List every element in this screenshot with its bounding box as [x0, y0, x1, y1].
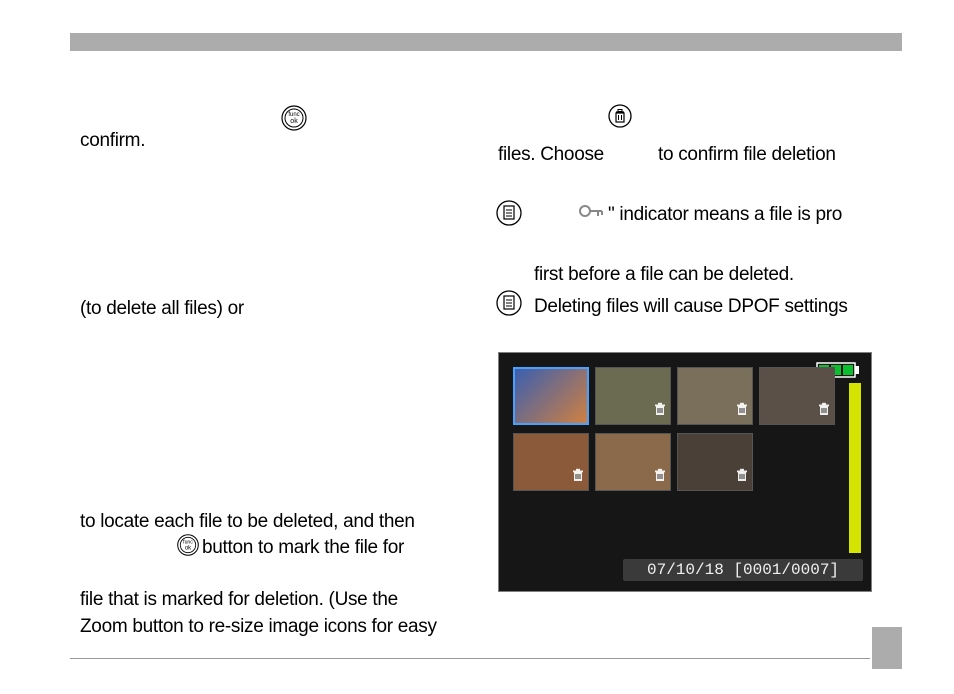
header-gray-bar — [70, 33, 902, 51]
trash-mini-icon — [734, 401, 750, 422]
trash-mini-icon — [652, 401, 668, 422]
thumbnail[interactable] — [677, 433, 753, 491]
thumbnail[interactable] — [513, 433, 589, 491]
page-number-tab — [872, 627, 902, 669]
trash-mini-icon — [570, 467, 586, 488]
thumbnail[interactable] — [677, 367, 753, 425]
trash-mini-icon — [734, 467, 750, 488]
camera-date-bar: 07/10/18 [0001/0007] — [623, 559, 863, 581]
svg-text:ok: ok — [290, 118, 298, 125]
text-first-before: first before a file can be deleted. — [534, 260, 794, 290]
text-dpof: Deleting files will cause DPOF settings — [534, 292, 848, 322]
thumbnail[interactable] — [513, 367, 589, 425]
funcok-icon: func ok — [280, 104, 308, 137]
thumbnail[interactable] — [759, 367, 835, 425]
footer-rule — [70, 658, 870, 659]
text-delete-all: (to delete all files) or — [80, 294, 244, 324]
note-icon — [496, 200, 522, 231]
text-confirm: confirm. — [80, 126, 145, 156]
thumb-row-1 — [513, 367, 835, 425]
text-files-choose: files. Choose — [498, 140, 604, 170]
trash-mini-icon — [652, 467, 668, 488]
thumb-row-2 — [513, 433, 753, 491]
svg-text:func: func — [183, 539, 193, 545]
text-indicator: " indicator means a file is pro — [608, 200, 842, 230]
svg-text:ok: ok — [185, 545, 192, 551]
text-zoom-resize: Zoom button to re-size image icons for e… — [80, 612, 437, 642]
camera-screen-preview: 07/10/18 [0001/0007] — [498, 352, 872, 592]
note-icon-2 — [496, 290, 522, 321]
thumbnail[interactable] — [595, 433, 671, 491]
thumbnail[interactable] — [595, 367, 671, 425]
trash-icon — [608, 104, 632, 133]
funcok-icon-2: func ok — [176, 533, 200, 562]
scroll-thumb[interactable] — [849, 383, 861, 553]
key-icon — [578, 202, 606, 225]
trash-mini-icon — [816, 401, 832, 422]
text-marked-deletion: file that is marked for deletion. (Use t… — [80, 585, 398, 615]
text-mark-file: button to mark the file for — [202, 533, 404, 563]
text-confirm-deletion: to confirm file deletion — [658, 140, 836, 170]
